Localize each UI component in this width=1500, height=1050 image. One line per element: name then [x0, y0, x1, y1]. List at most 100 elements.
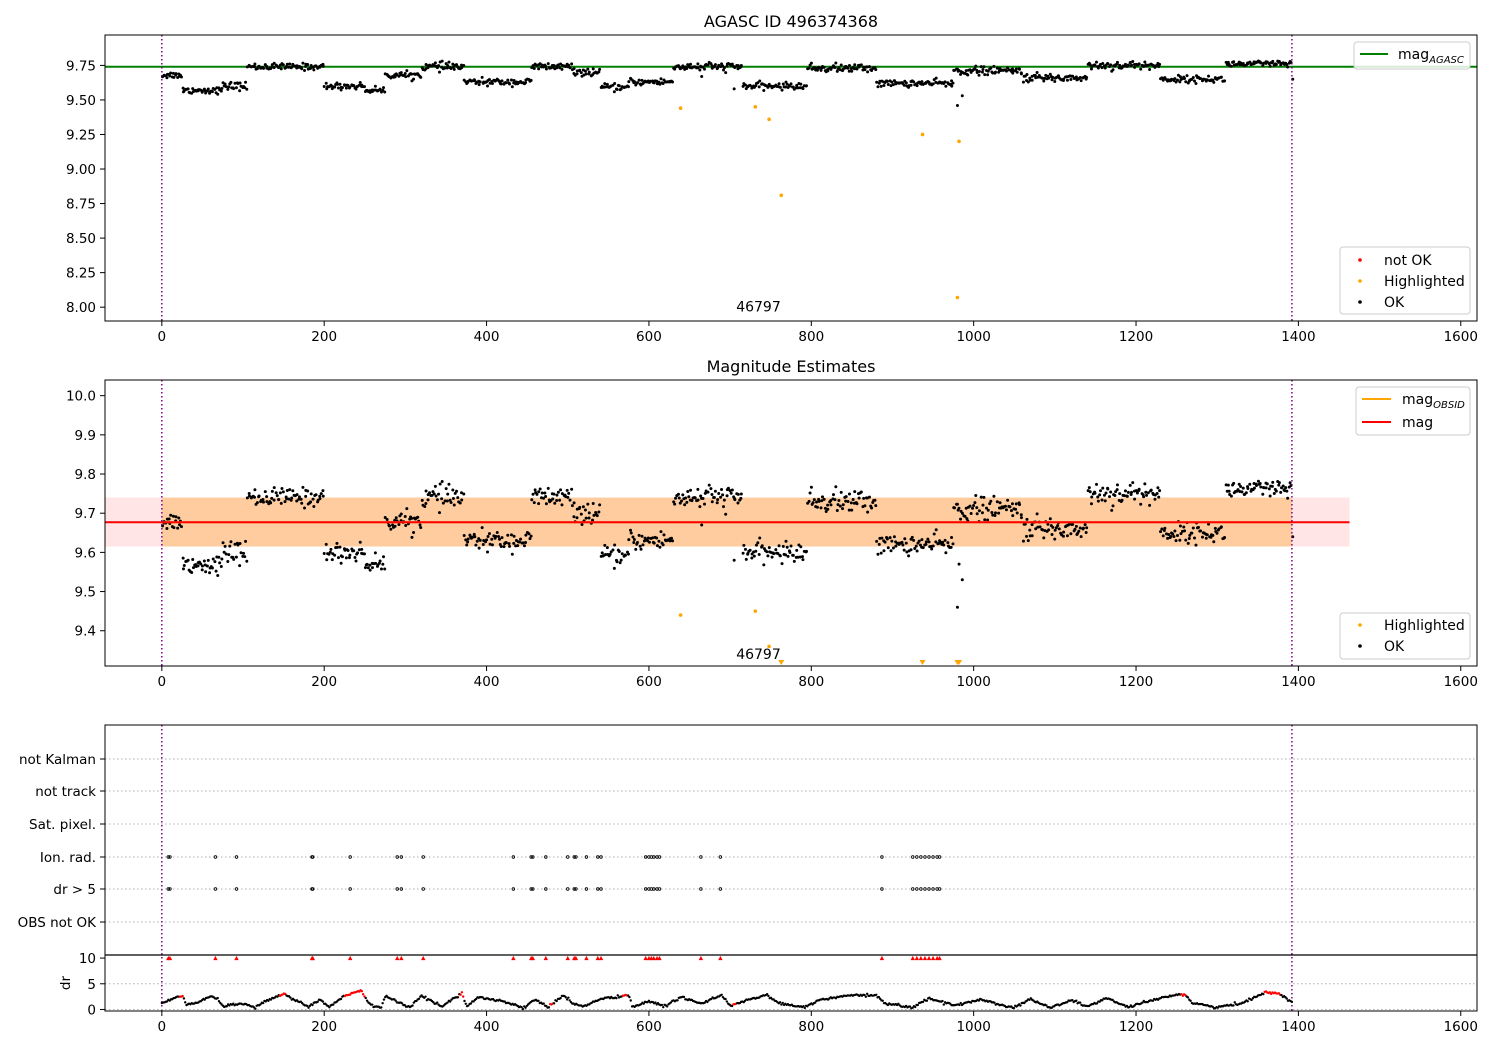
- ok-point: [907, 554, 911, 558]
- ok-point: [1285, 63, 1289, 67]
- ok-point: [1100, 498, 1104, 502]
- flag-marker: [599, 887, 603, 891]
- ok-point: [781, 544, 785, 548]
- ok-point: [347, 556, 351, 560]
- ok-point: [635, 81, 639, 85]
- legend-marker-highlighted: [1358, 623, 1362, 627]
- ok-point: [306, 62, 310, 66]
- ok-point: [1153, 497, 1157, 501]
- ok-point: [301, 485, 305, 489]
- flag-marker: [931, 855, 935, 859]
- ok-point: [972, 504, 976, 508]
- ok-point: [997, 511, 1001, 515]
- ok-point: [612, 90, 616, 94]
- ok-point: [447, 60, 451, 64]
- ok-point: [934, 76, 938, 80]
- ok-point: [624, 553, 628, 557]
- ok-point: [613, 543, 617, 547]
- ok-point: [538, 487, 542, 491]
- ok-point: [279, 67, 283, 71]
- ok-point: [975, 70, 979, 74]
- ok-point: [362, 552, 366, 556]
- ok-point: [870, 506, 874, 510]
- highlighted-point: [753, 105, 758, 109]
- ok-point: [354, 87, 358, 91]
- ok-point: [629, 528, 633, 532]
- ok-point: [497, 537, 501, 541]
- ok-point: [1079, 535, 1083, 539]
- flag-marker: [544, 855, 548, 859]
- flag-marker: [572, 887, 576, 891]
- ok-point: [632, 540, 636, 544]
- ok-point: [1160, 76, 1164, 80]
- ok-point: [232, 87, 236, 91]
- ok-point: [934, 528, 938, 532]
- flag-marker: [566, 887, 570, 891]
- panel4-xtick-label: 400: [474, 1019, 500, 1035]
- ok-point: [575, 516, 579, 520]
- ok-point: [1109, 490, 1113, 494]
- ok-point: [335, 541, 339, 545]
- ok-point: [1120, 498, 1124, 502]
- ok-point: [1134, 489, 1138, 493]
- ok-point: [959, 72, 963, 76]
- dr-point: [778, 1001, 782, 1004]
- ok-point: [168, 74, 172, 78]
- dr-point: [813, 1001, 817, 1004]
- ok-point: [433, 61, 437, 65]
- ok-point: [301, 61, 305, 65]
- ok-point: [300, 67, 304, 71]
- ok-point: [617, 549, 621, 553]
- dr-point: [469, 1002, 473, 1005]
- ok-point: [1131, 60, 1135, 64]
- flag-marker: [395, 887, 399, 891]
- ok-point: [478, 80, 482, 84]
- panel2-ytick-label: 9.6: [75, 545, 96, 561]
- ok-point: [1096, 495, 1100, 499]
- ok-point: [1286, 65, 1290, 69]
- ok-point: [236, 543, 240, 547]
- ok-point: [481, 542, 485, 546]
- ok-point: [226, 560, 230, 564]
- ok-point: [504, 541, 508, 545]
- ok-point: [722, 66, 726, 70]
- ok-point: [1102, 493, 1106, 497]
- ok-point: [932, 532, 936, 536]
- ok-point: [1099, 489, 1103, 493]
- ok-point: [1244, 491, 1248, 495]
- ok-point: [943, 80, 947, 84]
- ok-point: [362, 85, 366, 89]
- ok-point: [399, 512, 403, 516]
- ok-point: [659, 530, 663, 534]
- ok-point: [570, 62, 574, 66]
- ok-point: [560, 67, 564, 71]
- ok-point: [335, 82, 339, 86]
- ok-point: [446, 492, 450, 496]
- ok-point: [754, 543, 758, 547]
- ok-point: [627, 80, 631, 84]
- flag-marker: [657, 887, 662, 891]
- ok-point: [736, 492, 740, 496]
- ok-point: [1252, 486, 1256, 490]
- ok-point: [1213, 526, 1217, 530]
- ok-point: [1163, 526, 1167, 530]
- ok-point: [657, 539, 661, 543]
- ok-point: [423, 505, 427, 509]
- panel2-ytick-label: 9.5: [75, 585, 96, 601]
- ok-point: [1083, 523, 1087, 527]
- dr-capped-marker: [918, 955, 924, 961]
- panel2-ytick-label: 9.8: [75, 467, 96, 483]
- ok-point: [1041, 76, 1045, 80]
- ok-point: [1093, 491, 1097, 495]
- ok-point: [403, 515, 407, 519]
- ok-point: [227, 85, 231, 89]
- ok-point: [1133, 65, 1137, 69]
- ok-point: [431, 490, 435, 494]
- ok-point: [1101, 61, 1105, 65]
- ok-point: [770, 555, 774, 559]
- dr-point: [380, 1006, 383, 1009]
- ok-point: [535, 492, 539, 496]
- ok-point: [882, 549, 886, 553]
- ok-point: [1277, 60, 1281, 64]
